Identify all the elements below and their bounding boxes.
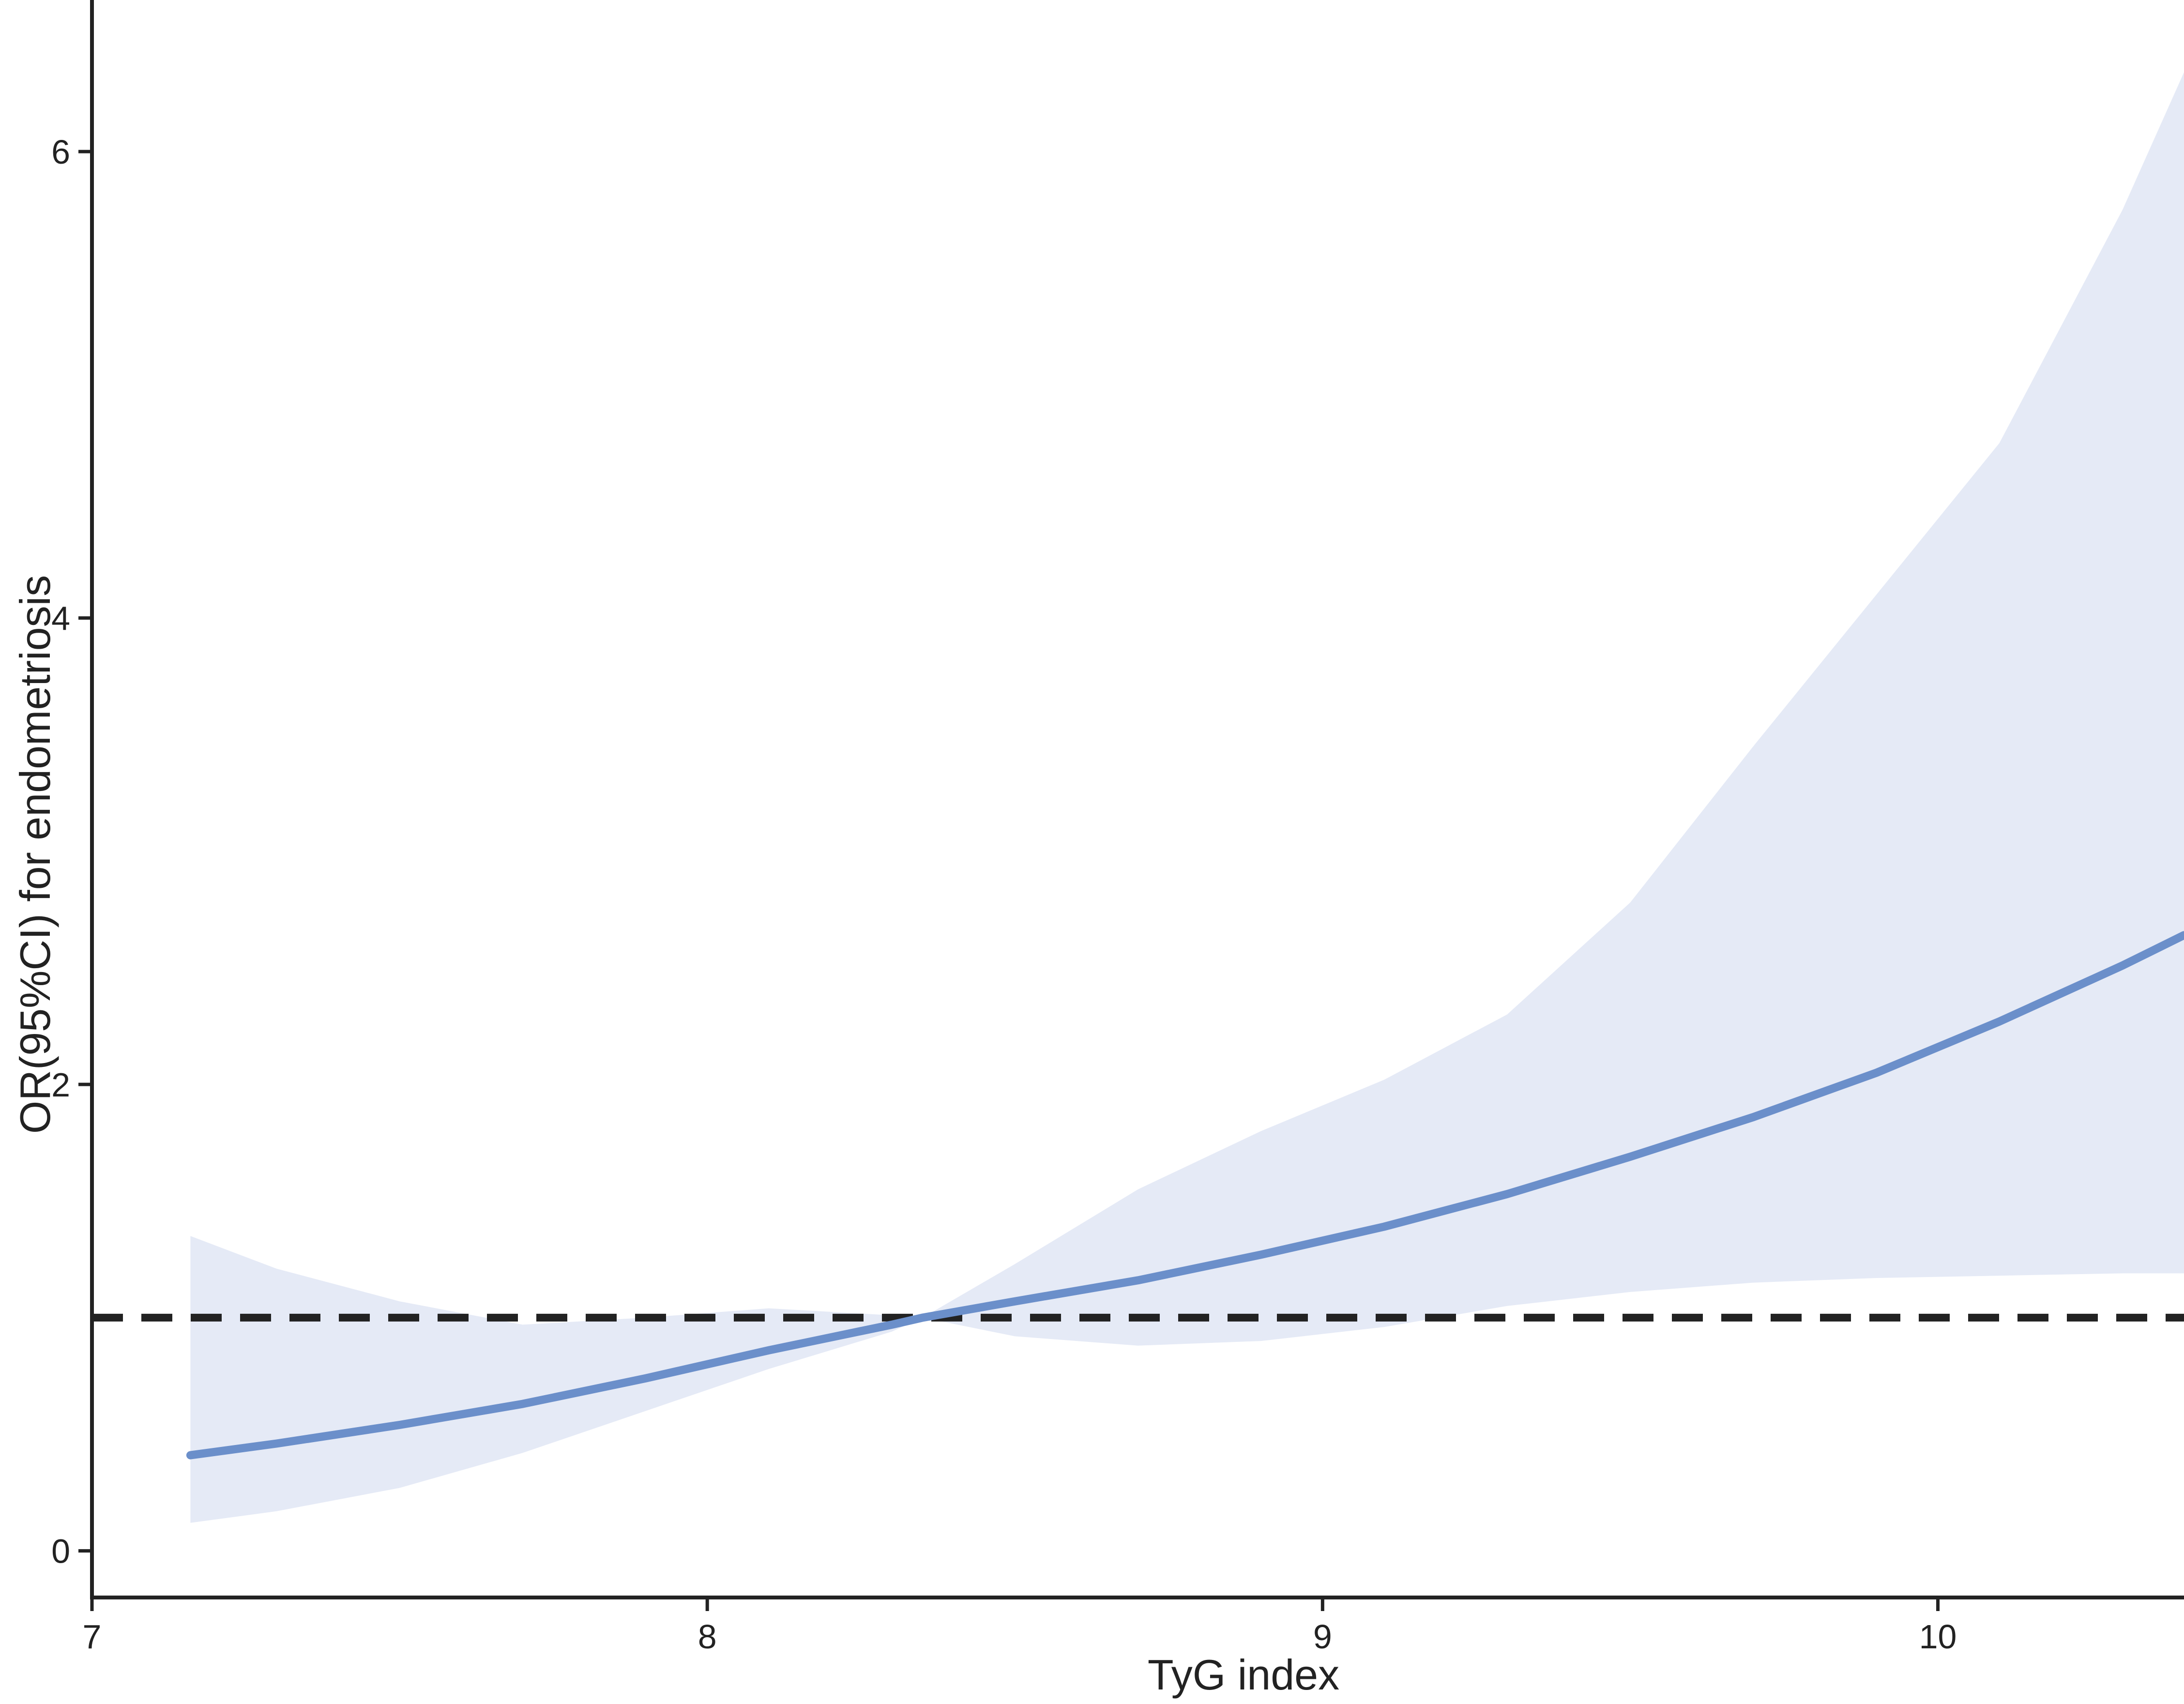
y-tick-label: 6 — [51, 133, 70, 171]
or-curve — [186, 931, 2184, 1460]
axes: 7 8 9 10 0 2 4 6 — [51, 0, 2184, 1656]
x-tick-label: 9 — [1313, 1618, 1332, 1656]
x-tick-label: 7 — [83, 1618, 102, 1656]
x-axis-title: TyG index — [1148, 1651, 1339, 1699]
x-tick-label: 10 — [1919, 1618, 1957, 1656]
y-tick-label: 0 — [51, 1533, 70, 1570]
confidence-band — [190, 72, 2184, 1523]
y-tick-label: 4 — [51, 600, 70, 638]
x-tick-label: 8 — [698, 1618, 717, 1656]
y-tick-label: 2 — [51, 1066, 70, 1104]
or-curve-layer — [186, 931, 2184, 1460]
confidence-band-layer — [190, 72, 2184, 1523]
y-axis-title: OR(95%CI) for endometriosis — [11, 575, 59, 1134]
